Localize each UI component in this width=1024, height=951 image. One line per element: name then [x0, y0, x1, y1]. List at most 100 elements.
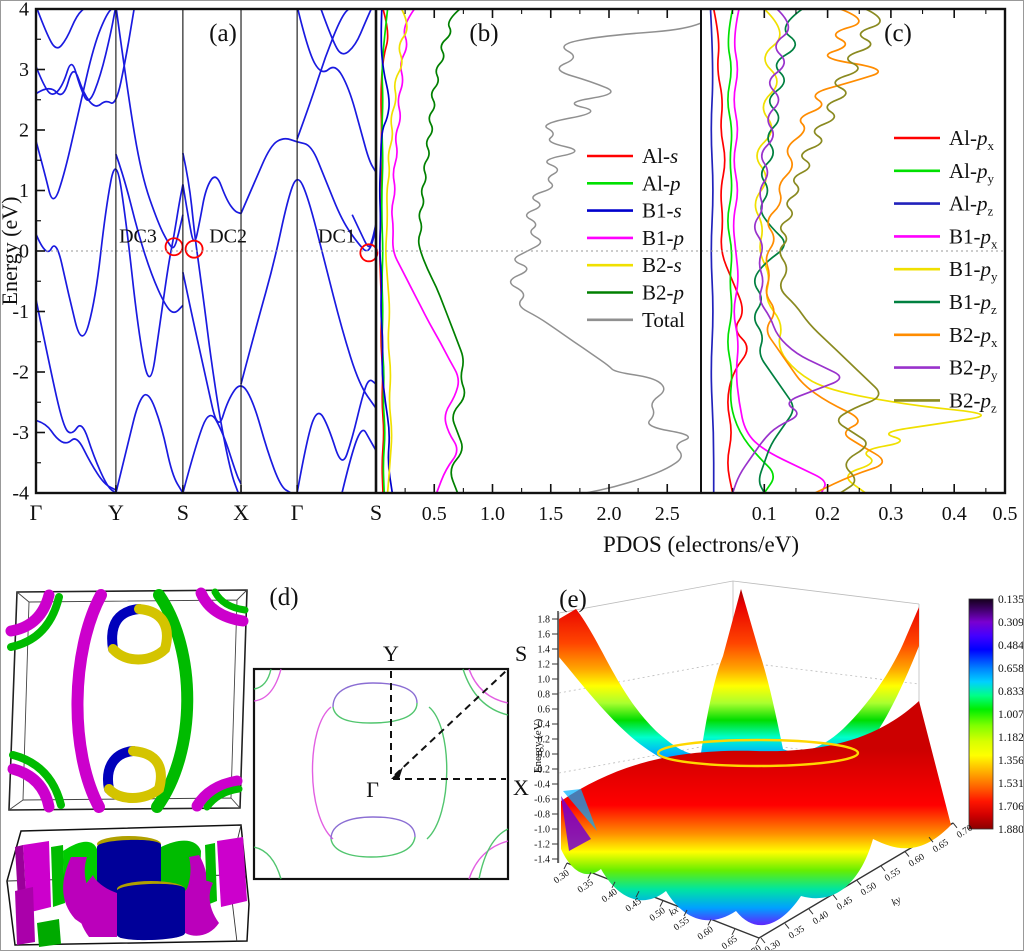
- fermi-surface-2d-slice: [252, 667, 510, 881]
- dos-curve-B1-pz: [753, 10, 803, 492]
- x-tick-label: 0.2: [815, 503, 840, 525]
- legend-label-B1-p: B1-p: [642, 226, 684, 250]
- z-tick-label: 0.4: [538, 720, 551, 731]
- legend-label-B2-py: B2-py: [949, 356, 998, 383]
- y-tick-label: -3: [12, 422, 29, 444]
- chart-frame-layer: [34, 7, 1007, 495]
- fermi-surface-and-3d-band-panel: (d) (e) Y S Γ X 1.8 1.6 1.4 1.2 1.0 0.8 0.6 0.4 0.2 0.0…: [5, 580, 1024, 951]
- band-curve: [341, 429, 375, 492]
- x-tick-label: 2.0: [597, 503, 622, 525]
- z-tick-label: -0.4: [534, 780, 550, 791]
- z-tick-label: 0.0: [538, 750, 551, 761]
- panel-a-label: (a): [209, 20, 237, 47]
- kx-tick: [563, 862, 568, 870]
- kx-tick-label: 0.35: [576, 878, 596, 896]
- z-axis-title: Energy (eV): [532, 718, 544, 773]
- x-tick-label: 1.5: [538, 503, 563, 525]
- legend-label-B2-s: B2-s: [642, 253, 682, 277]
- z-tick-label: -1.0: [534, 825, 550, 836]
- z-tick-label: 1.2: [538, 660, 551, 671]
- legend-label-Al-p: Al-p: [642, 171, 681, 195]
- dos-curve-B2-px: [765, 10, 884, 492]
- bz-label-Gamma: Γ: [366, 777, 379, 802]
- ky-tick-label: 0.55: [883, 867, 903, 884]
- fermi-surface-side-view-box: [6, 824, 250, 947]
- ky-tick: [904, 851, 910, 857]
- band-curve: [240, 137, 375, 252]
- z-tick-label: -0.6: [534, 795, 550, 806]
- kx-tick: [683, 909, 688, 917]
- legend-label-B1-px: B1-px: [949, 224, 998, 251]
- ky-tick-label: 0.40: [811, 910, 831, 927]
- band-curve: [182, 176, 242, 242]
- band-curve: [115, 10, 184, 249]
- band-curve: [37, 10, 84, 49]
- band-surface-3d: [557, 580, 954, 939]
- x-tick-label: 1.0: [480, 503, 505, 525]
- z-tick-label: -1.2: [534, 840, 550, 851]
- kpoint-label: Γ: [30, 500, 43, 525]
- kx-tick: [635, 890, 640, 898]
- x-tick-label: 0.3: [878, 503, 903, 525]
- ky-tick: [832, 894, 838, 901]
- legend-label-B1-s: B1-s: [642, 199, 682, 223]
- kpoint-label: Γ: [291, 500, 304, 525]
- dos-curve-B1-p: [391, 10, 460, 492]
- legend-label-B1-pz: B1-pz: [949, 290, 997, 317]
- kpoint-label: X: [233, 500, 249, 525]
- legend-label-B2-px: B2-px: [949, 323, 998, 350]
- chart-curves-layer: [37, 10, 982, 492]
- colorbar-tick-label: 1.531: [998, 778, 1024, 790]
- band-curve: [297, 10, 375, 173]
- ky-tick-label: 0.35: [787, 924, 807, 941]
- legend-label-Al-pz: Al-pz: [949, 192, 994, 219]
- ky-axis-title: ky: [890, 894, 904, 908]
- colorbar-tick-label: 0.8330: [998, 686, 1024, 698]
- y-tick-label: -4: [12, 483, 29, 505]
- band-structure-and-pdos-chart: 4 3 2 1 0 -1 -2 -3 -4 Energy (eV) Γ Y S X Γ S DC3 DC2 DC1 (…: [1, 1, 1018, 557]
- band-curve: [182, 152, 239, 492]
- band-curve: [37, 10, 112, 200]
- colorbar-tick-label: 0.3095: [998, 617, 1024, 629]
- band-curve: [296, 10, 349, 140]
- band-curve: [37, 10, 135, 107]
- dirac-cone-label-DC3: DC3: [119, 225, 157, 247]
- kpoint-label: Y: [108, 500, 124, 525]
- y-axis-title: Energy (eV): [1, 197, 22, 306]
- dos-curve-B1-px: [732, 10, 826, 492]
- band-curve: [296, 379, 375, 492]
- chart-text-layer: 4 3 2 1 0 -1 -2 -3 -4 Energy (eV) Γ Y S X Γ S DC3 DC2 DC1 (…: [1, 1, 1018, 557]
- legend-label-B2-pz: B2-pz: [949, 388, 997, 415]
- panel-c-label: (c): [884, 20, 912, 47]
- ky-tick: [952, 822, 958, 829]
- ky-tick-label: 0.30: [763, 939, 783, 951]
- x-tick-label: 0.4: [942, 503, 967, 525]
- band-curve: [37, 300, 116, 492]
- bz-label-Y: Y: [383, 641, 399, 666]
- x-tick-label: 0.1: [752, 503, 777, 525]
- z-tick-label: 0.2: [538, 735, 551, 746]
- z-tick-label: 1.4: [538, 645, 551, 656]
- y-tick-label: 3: [19, 59, 29, 81]
- colorbar-tick-label: 1.356: [998, 755, 1024, 767]
- colorbar-tick-label: 1.706: [998, 801, 1024, 813]
- y-tick-label: 1: [19, 180, 29, 202]
- band-curve: [320, 10, 372, 55]
- z-tick-label: 1.0: [538, 675, 551, 686]
- ky-tick: [808, 908, 814, 915]
- ky-tick-label: 0.45: [835, 895, 855, 912]
- panel-d-label: (d): [269, 584, 298, 611]
- dos-curve-Total: [509, 22, 700, 492]
- dirac-cone-circle-DC2: [184, 239, 204, 259]
- legend-label-Al-py: Al-py: [949, 159, 995, 186]
- ky-tick: [856, 880, 862, 886]
- legend-label-B2-p: B2-p: [642, 281, 684, 305]
- x-tick-label: 0.5: [993, 503, 1018, 525]
- y-tick-label: 0: [19, 241, 29, 263]
- y-tick-label: 2: [19, 120, 29, 142]
- y-tick-label: 4: [19, 1, 29, 21]
- x-tick-label: 0.5: [422, 503, 447, 525]
- colorbar-tick-label: 1.007: [998, 709, 1024, 721]
